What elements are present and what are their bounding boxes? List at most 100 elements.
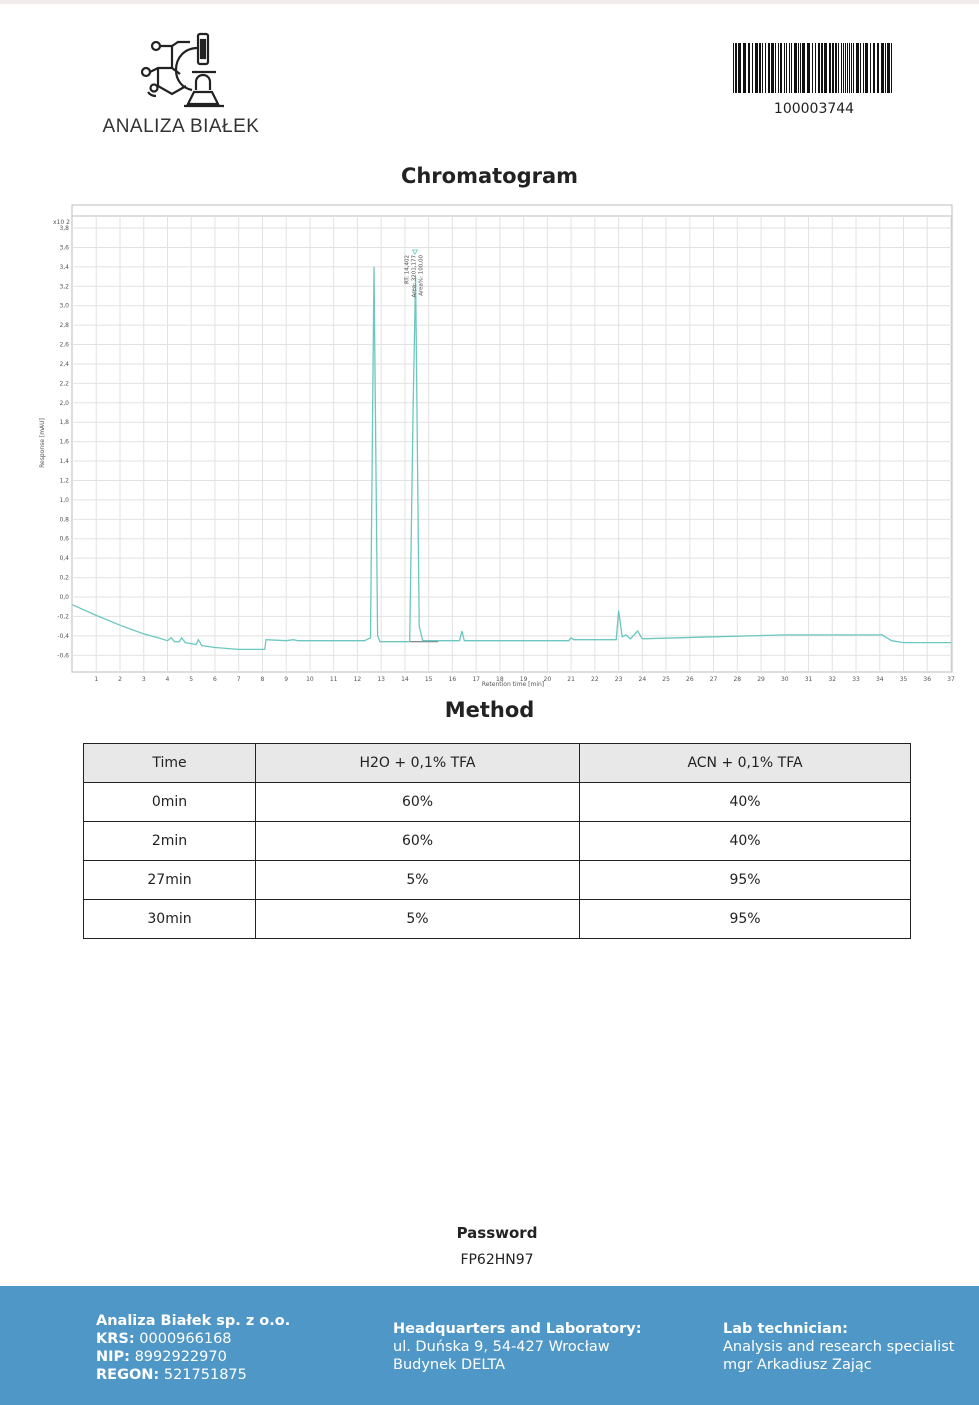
krs-label: KRS: — [96, 1331, 135, 1347]
chromatogram-title: Chromatogram — [400, 164, 579, 188]
peak-marker-icon — [411, 249, 419, 255]
y-tick-label: 1,8 — [59, 419, 69, 426]
table-row: 27min 5% 95% — [83, 860, 911, 900]
x-tick-label: 26 — [686, 676, 694, 683]
barcode-bar — [762, 43, 763, 93]
x-tick-label: 16 — [449, 676, 457, 683]
barcode-bar — [735, 43, 737, 93]
cell-acn: 95% — [579, 899, 911, 939]
x-tick-label: 15 — [425, 676, 433, 683]
tech-title: Lab technician: — [723, 1321, 848, 1337]
y-tick-label: 1,2 — [59, 477, 69, 484]
cell-time: 27min — [83, 860, 256, 900]
company-logo: ANALIZA BIAŁEK — [96, 32, 266, 138]
barcode-bar — [824, 43, 827, 93]
barcode-bar — [815, 43, 816, 93]
barcode-bar — [771, 43, 774, 93]
y-tick-label: 0,2 — [59, 575, 69, 582]
y-multiplier: x10 2 — [53, 219, 70, 226]
barcode-bar — [881, 43, 884, 93]
barcode-bar — [784, 43, 785, 93]
x-tick-label: 12 — [354, 676, 362, 683]
hq-address: ul. Duńska 9, 54-427 Wrocław — [393, 1339, 610, 1355]
barcode-bar — [849, 43, 850, 93]
y-tick-label: 2,8 — [59, 322, 69, 329]
barcode-bar — [865, 43, 868, 93]
x-tick-label: 34 — [876, 676, 884, 683]
y-tick-label: 3,8 — [59, 225, 69, 232]
x-tick-label: 17 — [472, 676, 480, 683]
x-tick-label: 4 — [166, 676, 170, 683]
barcode-bar — [870, 43, 871, 93]
method-title: Method — [444, 698, 535, 722]
y-tick-label: -0,4 — [57, 633, 69, 640]
x-tick-label: 19 — [520, 676, 528, 683]
tech-name: mgr Arkadiusz Zając — [723, 1357, 872, 1373]
barcode-bar — [891, 43, 892, 93]
plot-frame — [71, 204, 953, 673]
table-row: 2min 60% 40% — [83, 821, 911, 861]
x-tick-label: 31 — [805, 676, 813, 683]
x-tick-label: 36 — [923, 676, 931, 683]
x-tick-label: 6 — [213, 676, 217, 683]
y-tick-label: 2,6 — [59, 342, 69, 349]
y-tick-label: 0,4 — [59, 555, 69, 562]
barcode-bar — [748, 43, 750, 93]
barcode-bar — [778, 43, 779, 93]
x-tick-label: 22 — [591, 676, 599, 683]
tech-role: Analysis and research specialist — [723, 1339, 955, 1355]
barcode-bar — [873, 43, 875, 93]
barcode-bar — [843, 43, 844, 93]
x-tick-label: 11 — [330, 676, 338, 683]
x-tick-label: 35 — [900, 676, 908, 683]
hq-building: Budynek DELTA — [393, 1357, 506, 1373]
barcode-bar — [812, 43, 813, 93]
barcode-number: 100003744 — [773, 101, 855, 117]
cell-acn: 95% — [579, 860, 911, 900]
barcode-bar — [743, 43, 746, 93]
barcode-bar — [829, 43, 831, 93]
barcode-bar — [856, 43, 859, 93]
method-table: Time H2O + 0,1% TFA ACN + 0,1% TFA 0min 6… — [83, 743, 911, 939]
x-tick-label: 24 — [639, 676, 647, 683]
barcode-bar — [807, 43, 810, 93]
nip-label: NIP: — [96, 1349, 130, 1365]
barcode-bar — [733, 43, 734, 93]
y-tick-label: 1,4 — [59, 458, 69, 465]
peak-annotation-line: Area%: 100,00 — [418, 255, 424, 296]
footer-technician: Lab technician: Analysis and research sp… — [723, 1320, 954, 1374]
krs-value: 0000966168 — [139, 1331, 232, 1347]
barcode-bar — [800, 43, 801, 93]
x-tick-label: 30 — [781, 676, 789, 683]
table-header-row: Time H2O + 0,1% TFA ACN + 0,1% TFA — [83, 743, 911, 783]
x-tick-label: 14 — [401, 676, 409, 683]
y-tick-label: 2,0 — [59, 400, 69, 407]
regon-value: 521751875 — [163, 1367, 247, 1383]
x-tick-label: 37 — [947, 676, 955, 683]
barcode-bar — [863, 43, 864, 93]
barcode-bar — [752, 43, 753, 93]
password-label: Password — [456, 1224, 538, 1242]
barcode-bar — [765, 43, 766, 93]
barcode-bar — [802, 43, 805, 93]
x-tick-label: 21 — [567, 676, 575, 683]
barcode-bar — [738, 43, 741, 93]
x-tick-label: 18 — [496, 676, 504, 683]
y-axis-label: Response [mAU] — [39, 418, 46, 468]
header-acn: ACN + 0,1% TFA — [579, 743, 911, 783]
footer: Analiza Białek sp. z o.o. KRS: 000096616… — [0, 1286, 979, 1405]
x-tick-label: 1 — [94, 676, 98, 683]
peak-annotation-line: Area: 3201,177 — [411, 255, 417, 298]
barcode-bar — [838, 43, 839, 93]
barcode-bar — [768, 43, 770, 93]
barcode-bar — [780, 43, 782, 93]
footer-company-info: Analiza Białek sp. z o.o. KRS: 000096616… — [96, 1312, 290, 1384]
cell-acn: 40% — [579, 782, 911, 822]
y-tick-label: 3,4 — [59, 264, 69, 271]
y-tick-label: 3,6 — [59, 244, 69, 251]
x-tick-label: 25 — [662, 676, 670, 683]
x-tick-label: 8 — [261, 676, 265, 683]
y-tick-label: 3,2 — [59, 283, 69, 290]
barcode-bar — [832, 43, 834, 93]
x-tick-label: 7 — [237, 676, 241, 683]
